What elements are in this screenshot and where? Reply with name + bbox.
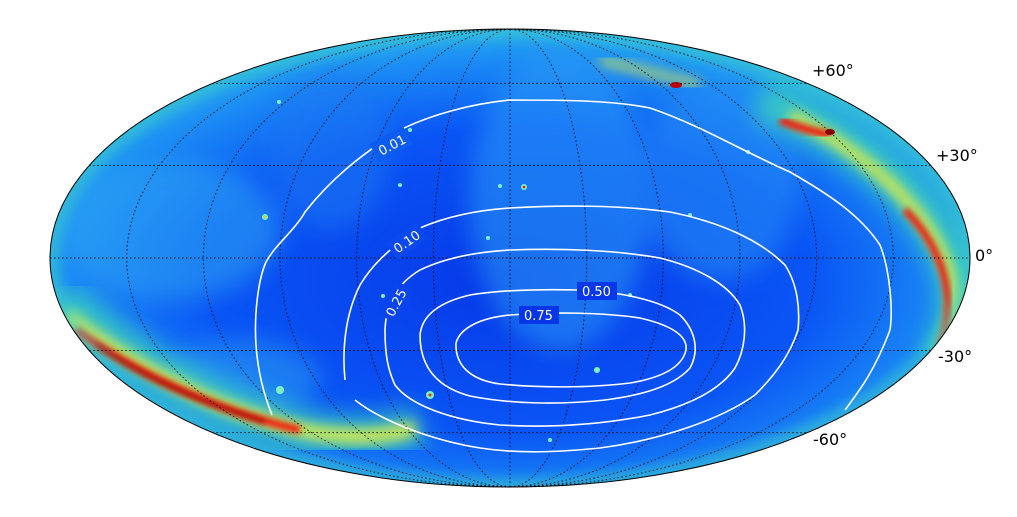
latitude-label-plus30: +30° bbox=[936, 146, 978, 165]
contour-0.50 bbox=[419, 288, 696, 404]
contour-label-0.50: 0.50 bbox=[582, 285, 611, 300]
meridian-line bbox=[356, 29, 511, 487]
latitude-labels: +60° +30° 0° -30° -60° bbox=[812, 61, 993, 449]
contour-0.75 bbox=[455, 312, 687, 388]
graticule bbox=[50, 29, 970, 487]
meridian-line bbox=[509, 29, 741, 487]
meridian-line bbox=[509, 29, 588, 487]
meridian-line bbox=[509, 29, 894, 487]
latitude-label-0: 0° bbox=[975, 246, 993, 265]
latitude-label-minus60: -60° bbox=[813, 430, 847, 449]
contour-label-0.75: 0.75 bbox=[524, 309, 553, 324]
meridian-line bbox=[279, 29, 511, 487]
latitude-label-minus30: -30° bbox=[938, 347, 972, 366]
latitude-label-plus60: +60° bbox=[812, 61, 854, 80]
map-border bbox=[49, 28, 971, 488]
contour-0.25 bbox=[384, 248, 746, 427]
contour-0.01 bbox=[254, 99, 892, 416]
meridian-line bbox=[202, 29, 511, 487]
